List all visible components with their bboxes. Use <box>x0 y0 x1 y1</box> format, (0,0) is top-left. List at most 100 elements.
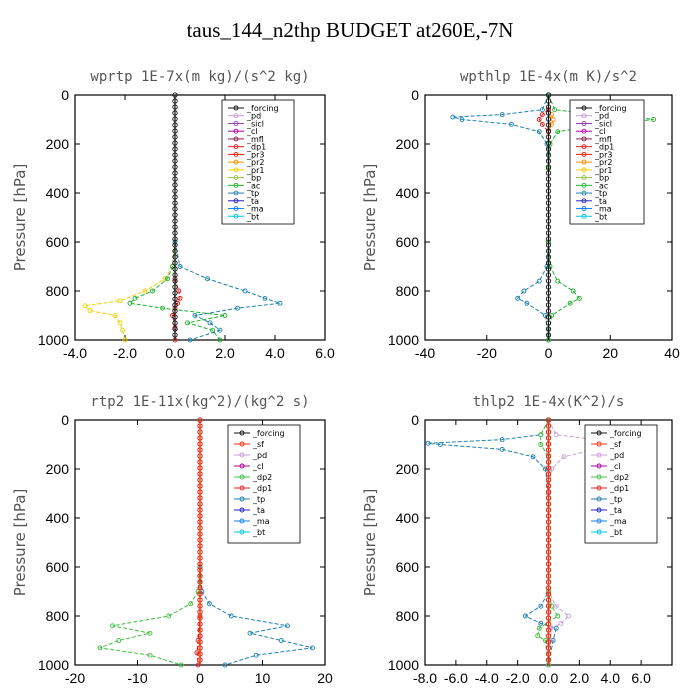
data-point <box>545 579 552 585</box>
legend-marker <box>596 430 602 436</box>
data-point <box>262 295 268 301</box>
data-point <box>545 537 552 543</box>
data-point <box>576 295 582 301</box>
legend-marker <box>581 144 587 150</box>
data-point <box>545 248 552 254</box>
y-tick-label: 600 <box>396 559 420 575</box>
data-point <box>549 466 555 472</box>
y-tick-label: 800 <box>46 283 70 299</box>
data-point <box>197 561 203 567</box>
y-tick-label: 200 <box>396 461 420 477</box>
y-tick-label: 1000 <box>38 332 69 348</box>
legend-label: _bp <box>594 174 609 183</box>
data-point <box>147 630 153 636</box>
legend-marker <box>233 144 239 150</box>
legend-marker <box>233 167 239 173</box>
y-tick-label: 400 <box>396 185 420 201</box>
data-point <box>217 337 223 343</box>
data-point <box>545 435 552 441</box>
x-tick-label: 6.0 <box>631 670 651 686</box>
data-point <box>205 276 210 282</box>
legend-label: _mfl <box>246 135 264 144</box>
data-point <box>545 302 552 308</box>
legend-marker <box>581 206 587 211</box>
data-point <box>120 327 125 333</box>
x-tick-label: 2.0 <box>570 670 590 686</box>
data-point <box>192 313 198 318</box>
data-point <box>545 531 552 537</box>
data-point <box>172 284 178 290</box>
x-tick-label: -40 <box>415 345 435 361</box>
data-point <box>552 107 558 113</box>
data-point <box>545 513 552 519</box>
data-point <box>545 477 552 483</box>
data-point <box>561 454 567 460</box>
data-point <box>172 296 178 302</box>
legend-marker <box>233 105 239 111</box>
data-point <box>197 597 203 603</box>
data-point <box>539 112 545 118</box>
data-point <box>197 453 203 459</box>
y-tick-label: 400 <box>46 185 70 201</box>
series-line-ac <box>548 94 654 341</box>
data-point <box>197 441 203 447</box>
data-point <box>197 555 203 561</box>
data-point <box>545 525 552 531</box>
data-point <box>545 519 552 525</box>
data-point <box>545 194 552 200</box>
legend-label: _mfl <box>594 135 612 144</box>
legend-marker <box>581 167 587 173</box>
series-line-dp1 <box>538 109 549 133</box>
series-line-ac <box>128 241 226 341</box>
y-tick-label: 1000 <box>388 332 419 348</box>
legend-marker <box>239 496 245 502</box>
x-tick-label: 4.0 <box>601 670 621 686</box>
data-point <box>197 573 203 579</box>
data-point <box>197 489 203 495</box>
data-point <box>82 303 88 309</box>
data-point <box>172 266 178 272</box>
data-point <box>194 650 200 656</box>
y-tick-label: 600 <box>46 559 70 575</box>
data-point <box>545 98 552 104</box>
data-point <box>545 260 552 266</box>
data-point <box>545 116 552 122</box>
data-point <box>553 432 559 438</box>
data-point <box>545 182 552 188</box>
data-point <box>545 164 552 170</box>
y-axis-label: Pressure [hPa] <box>361 164 379 272</box>
legend-label: _ta <box>594 197 607 206</box>
data-point <box>545 290 552 296</box>
data-point <box>172 182 178 188</box>
x-tick-label: 0.0 <box>165 345 185 361</box>
data-point <box>535 633 541 639</box>
data-point <box>197 525 203 531</box>
data-point <box>172 314 178 320</box>
data-point <box>110 623 115 629</box>
x-tick-label: -6.0 <box>444 670 468 686</box>
data-point <box>172 164 178 170</box>
data-point <box>172 308 178 314</box>
x-tick-label: -20 <box>65 670 85 686</box>
data-point <box>545 134 552 140</box>
legend-marker <box>233 206 239 211</box>
series-line-dp2 <box>98 566 201 666</box>
data-point <box>521 288 527 294</box>
legend-marker <box>581 213 587 219</box>
data-point <box>522 613 528 619</box>
data-point <box>127 300 133 306</box>
x-tick-label: -4.0 <box>63 345 87 361</box>
x-tick-label: 20 <box>317 670 333 686</box>
legend-label: _ac <box>246 181 260 190</box>
data-point <box>545 266 552 272</box>
legend-marker <box>581 175 587 181</box>
data-point <box>310 645 315 651</box>
data-point <box>545 218 552 224</box>
data-point <box>172 170 178 176</box>
x-tick-label: -10 <box>127 670 147 686</box>
data-point <box>197 501 203 507</box>
data-point <box>172 320 178 326</box>
data-point <box>549 121 555 127</box>
legend-label: _ma <box>246 205 264 214</box>
legend-label: _forcing <box>594 104 627 113</box>
